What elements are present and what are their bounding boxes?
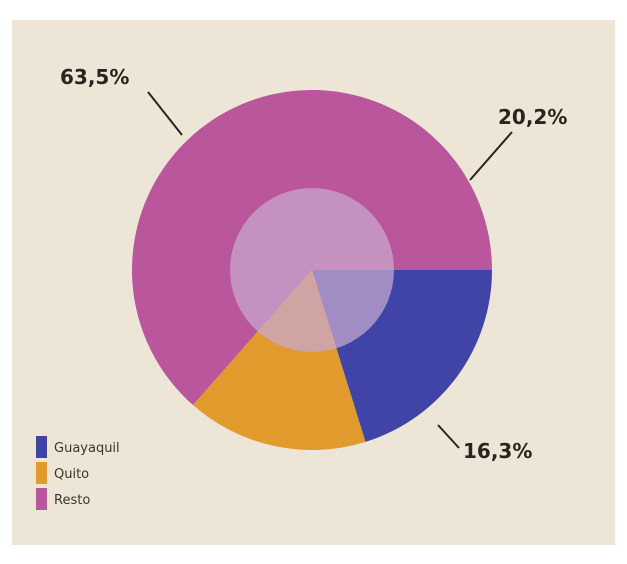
leader-lines-group (147, 91, 513, 449)
center-disc (230, 188, 394, 352)
data-label-resto: 63,5% (60, 65, 129, 89)
data-label-guayaquil: 20,2% (498, 105, 567, 129)
legend-label-resto: Resto (54, 493, 90, 508)
legend-label-quito: Quito (54, 467, 89, 482)
leader-line-guayaquil (469, 131, 513, 181)
leader-line-resto (147, 91, 183, 136)
legend: Guayaquil Quito Resto (36, 436, 120, 510)
legend-swatch-guayaquil (36, 436, 47, 458)
leader-line-quito (437, 424, 460, 449)
legend-label-guayaquil: Guayaquil (54, 441, 120, 456)
legend-swatch-quito (36, 462, 47, 484)
legend-swatch-resto (36, 488, 47, 510)
data-label-quito: 16,3% (463, 439, 532, 463)
percent-labels-group: 20,2% 16,3% 63,5% (60, 65, 567, 463)
